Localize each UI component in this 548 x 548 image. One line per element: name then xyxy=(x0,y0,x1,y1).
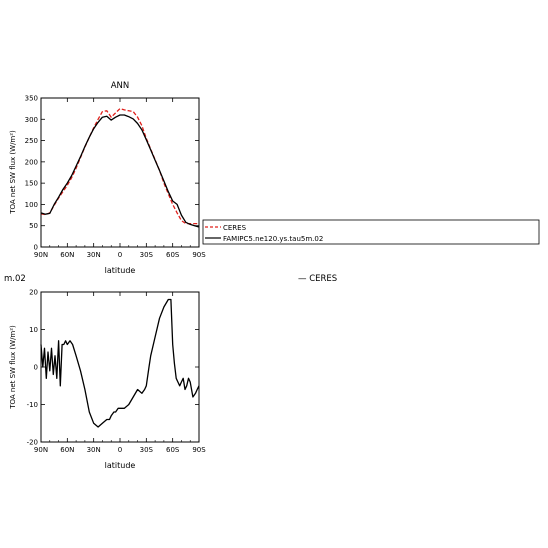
bottom-xtick-label: 30N xyxy=(87,446,101,454)
bottom-panel-series xyxy=(40,298,200,428)
top-ytick-label: 100 xyxy=(25,201,38,209)
top-ytick-label: 300 xyxy=(25,116,38,124)
top-panel-title: ANN xyxy=(111,81,130,91)
top-xtick-label: 0 xyxy=(118,251,122,259)
bottom-panel-xlabel: latitude xyxy=(105,461,136,470)
left-title-fragment: m.02 xyxy=(4,274,26,284)
top-xtick-label: 90N xyxy=(34,251,48,259)
top-panel-frame xyxy=(40,97,200,248)
right-title-fragment: — CERES xyxy=(298,274,337,284)
bottom-series-line-0 xyxy=(40,298,200,428)
top-xtick-label: 30N xyxy=(87,251,101,259)
top-xtick-label: 30S xyxy=(140,251,154,259)
legend-label-ceres: CERES xyxy=(223,224,247,232)
top-ytick-label: 250 xyxy=(25,137,38,145)
top-panel-ticks: 0 50 100 150 200 250 300 350 90N 60N 30N 0 30S 60S 90S xyxy=(25,95,207,260)
legend-box xyxy=(202,219,540,245)
top-panel-xlabel: latitude xyxy=(105,266,136,275)
legend: CERES FAMIPC5.ne120.ys.tau5m.02 xyxy=(202,219,540,245)
bottom-xtick-label: 0 xyxy=(118,446,122,454)
top-ytick-label: 0 xyxy=(34,244,38,252)
bottom-ytick-label: 0 xyxy=(34,364,38,372)
bottom-ytick-label: 10 xyxy=(29,326,38,334)
top-series-line-0 xyxy=(40,107,199,225)
bottom-xtick-label: 90S xyxy=(192,446,206,454)
bottom-xtick-label: 30S xyxy=(140,446,154,454)
bottom-ytick-label: 20 xyxy=(29,289,38,297)
bottom-xtick-label: 60S xyxy=(166,446,180,454)
top-panel-ylabel: TOA net SW flux (W/m²) xyxy=(9,130,17,215)
bottom-xtick-label: 60N xyxy=(60,446,74,454)
top-panel-series xyxy=(40,107,200,228)
top-ytick-label: 50 xyxy=(29,222,38,230)
top-series-line-1 xyxy=(40,114,200,228)
bottom-ytick-label: -20 xyxy=(27,439,38,447)
legend-label-model: FAMIPC5.ne120.ys.tau5m.02 xyxy=(223,235,323,243)
top-xtick-label: 90S xyxy=(192,251,206,259)
top-ytick-label: 150 xyxy=(25,180,38,188)
top-ytick-label: 350 xyxy=(25,95,38,103)
bottom-panel-frame xyxy=(40,291,200,443)
bottom-xtick-label: 90N xyxy=(34,446,48,454)
top-xtick-label: 60N xyxy=(60,251,74,259)
top-xtick-label: 60S xyxy=(166,251,180,259)
bottom-panel-ylabel: TOA net SW flux (W/m²) xyxy=(9,325,17,410)
top-ytick-label: 200 xyxy=(25,158,38,166)
bottom-ytick-label: -10 xyxy=(27,401,38,409)
